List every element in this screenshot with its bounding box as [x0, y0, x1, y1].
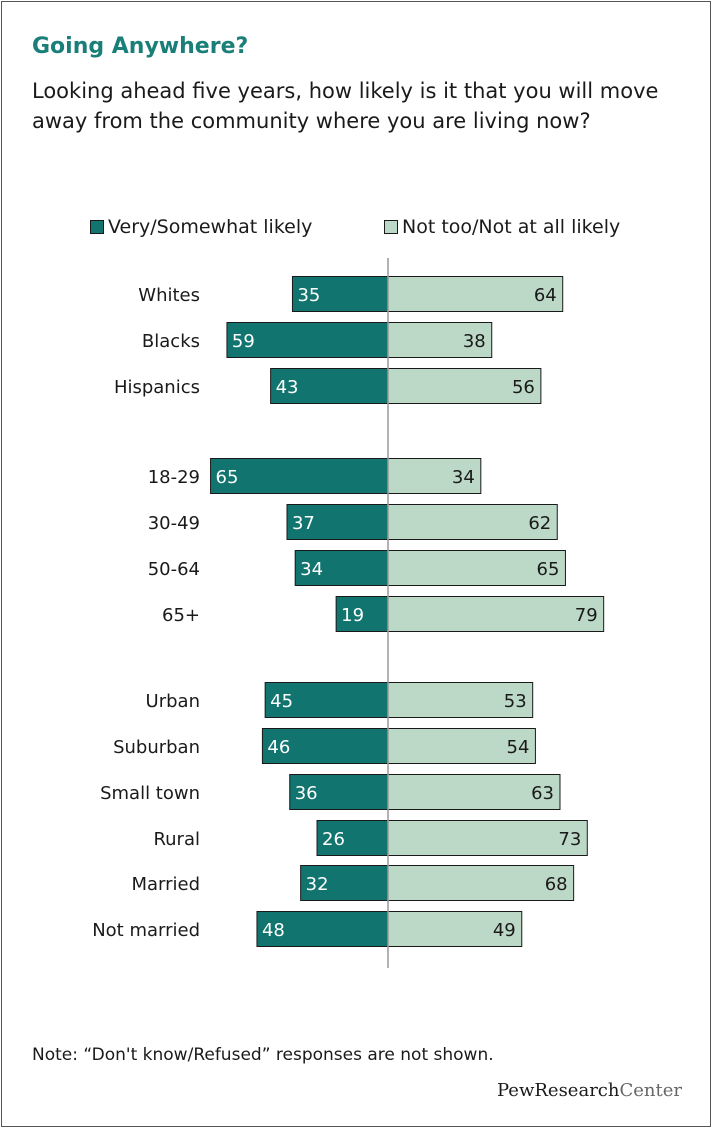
chart-note: Note: “Don't know/Refused” responses are…: [32, 1045, 494, 1065]
value-label-not-likely-65: 79: [575, 605, 598, 626]
value-label-likely-blacks: 59: [232, 331, 255, 352]
value-label-not-likely-50-64: 65: [537, 559, 560, 580]
bar-likely-not-married: [256, 911, 389, 947]
value-label-likely-18-29: 65: [216, 467, 239, 488]
legend-item-likely: Very/Somewhat likely: [90, 216, 312, 238]
value-label-likely-hispanics: 43: [276, 377, 299, 398]
value-label-not-likely-30-49: 62: [528, 513, 551, 534]
bar-not-likely-65: [387, 596, 605, 632]
value-label-likely-whites: 35: [297, 285, 320, 306]
value-label-likely-urban: 45: [270, 691, 293, 712]
bar-not-likely-married: [387, 865, 575, 901]
value-label-likely-30-49: 37: [292, 513, 315, 534]
category-label-hispanics: Hispanics: [114, 377, 200, 398]
category-label-50-64: 50-64: [148, 559, 200, 580]
bar-not-likely-suburban: [387, 728, 536, 764]
bar-likely-65: [335, 596, 389, 632]
category-label-small-town: Small town: [100, 783, 200, 804]
legend: Very/Somewhat likely Not too/Not at all …: [90, 216, 710, 242]
bar-likely-rural: [316, 820, 389, 856]
legend-item-not-likely: Not too/Not at all likely: [384, 216, 620, 238]
bar-likely-18-29: [210, 458, 389, 494]
bar-not-likely-urban: [387, 682, 534, 718]
value-label-likely-rural: 26: [322, 829, 345, 850]
logo-center: Center: [619, 1080, 682, 1101]
logo-pew-research: PewResearch: [497, 1080, 620, 1101]
bar-not-likely-50-64: [387, 550, 566, 586]
bar-not-likely-small-town: [387, 774, 561, 810]
category-label-urban: Urban: [146, 691, 200, 712]
bar-not-likely-hispanics: [387, 368, 542, 404]
bar-likely-hispanics: [270, 368, 389, 404]
bar-likely-urban: [264, 682, 389, 718]
value-label-likely-small-town: 36: [295, 783, 318, 804]
value-label-likely-married: 32: [306, 874, 329, 895]
category-label-blacks: Blacks: [142, 331, 200, 352]
legend-swatch-likely: [90, 220, 104, 234]
category-label-not-married: Not married: [92, 920, 200, 941]
value-label-not-likely-18-29: 34: [452, 467, 475, 488]
value-label-not-likely-not-married: 49: [493, 920, 516, 941]
legend-swatch-not-likely: [384, 220, 398, 234]
value-label-not-likely-suburban: 54: [507, 737, 530, 758]
value-label-not-likely-whites: 64: [534, 285, 557, 306]
chart-subtitle: Looking ahead five years, how likely is …: [32, 79, 659, 133]
category-label-suburban: Suburban: [113, 737, 200, 758]
value-label-not-likely-small-town: 63: [531, 783, 554, 804]
category-label-rural: Rural: [153, 829, 200, 850]
bar-likely-suburban: [261, 728, 389, 764]
value-label-likely-not-married: 48: [262, 920, 285, 941]
bar-not-likely-not-married: [387, 911, 523, 947]
category-label-30-49: 30-49: [148, 513, 200, 534]
bar-not-likely-18-29: [387, 458, 482, 494]
legend-label-not-likely: Not too/Not at all likely: [402, 216, 621, 238]
value-label-not-likely-married: 68: [545, 874, 568, 895]
bar-likely-50-64: [294, 550, 389, 586]
legend-label-likely: Very/Somewhat likely: [108, 216, 313, 238]
value-label-not-likely-rural: 73: [558, 829, 581, 850]
category-label-65: 65+: [162, 605, 200, 626]
category-label-18-29: 18-29: [148, 467, 200, 488]
pew-research-center-logo: PewResearchCenter: [497, 1080, 682, 1101]
bar-likely-married: [300, 865, 389, 901]
bar-not-likely-rural: [387, 820, 588, 856]
value-label-not-likely-hispanics: 56: [512, 377, 535, 398]
value-label-likely-suburban: 46: [267, 737, 290, 758]
value-label-likely-65: 19: [341, 605, 364, 626]
value-label-likely-50-64: 34: [300, 559, 323, 580]
bar-not-likely-30-49: [387, 504, 558, 540]
value-label-not-likely-urban: 53: [504, 691, 527, 712]
bar-not-likely-whites: [387, 276, 564, 312]
category-label-married: Married: [131, 874, 200, 895]
bar-not-likely-blacks: [387, 322, 493, 358]
value-label-not-likely-blacks: 38: [463, 331, 486, 352]
bar-likely-30-49: [286, 504, 389, 540]
chart-title: Going Anywhere?: [32, 34, 249, 59]
category-label-whites: Whites: [138, 285, 200, 306]
